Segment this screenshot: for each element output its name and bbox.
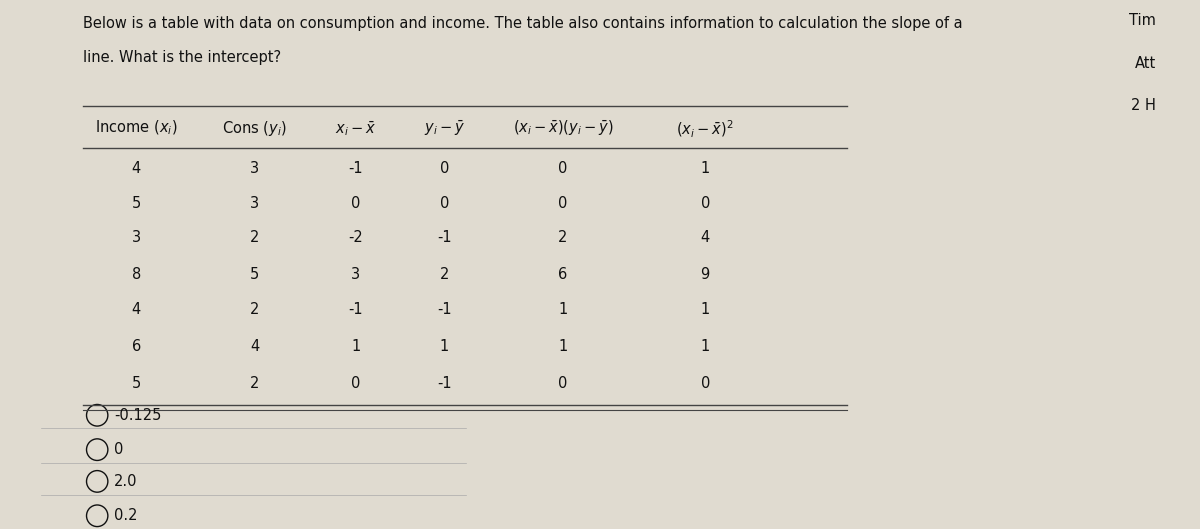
- Text: 0: 0: [439, 161, 449, 176]
- Text: -1: -1: [348, 302, 362, 316]
- Text: 1: 1: [701, 161, 710, 176]
- Text: 5: 5: [132, 196, 140, 211]
- Text: 0: 0: [701, 196, 710, 211]
- Text: 2 H: 2 H: [1130, 98, 1156, 113]
- Text: 6: 6: [558, 267, 568, 282]
- Text: 1: 1: [350, 339, 360, 353]
- Text: -1: -1: [437, 376, 451, 390]
- Text: Below is a table with data on consumption and income. The table also contains in: Below is a table with data on consumptio…: [83, 16, 962, 31]
- Text: 5: 5: [132, 376, 140, 390]
- Text: 2: 2: [558, 230, 568, 245]
- Text: $(x_i - \bar{x})(y_i - \bar{y})$: $(x_i - \bar{x})(y_i - \bar{y})$: [512, 119, 613, 138]
- Text: 4: 4: [132, 302, 140, 316]
- Text: 0.2: 0.2: [114, 508, 137, 523]
- Text: line. What is the intercept?: line. What is the intercept?: [83, 50, 281, 65]
- Text: $(x_i - \bar{x})^2$: $(x_i - \bar{x})^2$: [677, 119, 734, 140]
- Text: -1: -1: [437, 302, 451, 316]
- Text: 0: 0: [701, 376, 710, 390]
- Text: 3: 3: [251, 161, 259, 176]
- Text: Income $(x_i)$: Income $(x_i)$: [95, 119, 178, 138]
- Text: $y_i - \bar{y}$: $y_i - \bar{y}$: [424, 119, 466, 138]
- Text: Att: Att: [1134, 56, 1156, 70]
- Text: 1: 1: [558, 339, 568, 353]
- Text: 0: 0: [558, 376, 568, 390]
- Text: 0: 0: [350, 376, 360, 390]
- Text: 4: 4: [701, 230, 710, 245]
- Text: 3: 3: [251, 196, 259, 211]
- Text: 0: 0: [114, 442, 124, 457]
- Text: 0: 0: [558, 161, 568, 176]
- Text: 0: 0: [350, 196, 360, 211]
- Text: 2: 2: [250, 376, 259, 390]
- Text: 1: 1: [440, 339, 449, 353]
- Text: Cons $(y_i)$: Cons $(y_i)$: [222, 119, 287, 138]
- Text: 1: 1: [701, 302, 710, 316]
- Text: -1: -1: [348, 161, 362, 176]
- Text: 3: 3: [352, 267, 360, 282]
- Text: 2: 2: [439, 267, 449, 282]
- Text: $x_i - \bar{x}$: $x_i - \bar{x}$: [335, 119, 376, 138]
- Text: 4: 4: [251, 339, 259, 353]
- Text: 2: 2: [250, 302, 259, 316]
- Text: -2: -2: [348, 230, 362, 245]
- Text: 9: 9: [701, 267, 710, 282]
- Text: 3: 3: [132, 230, 140, 245]
- Text: 1: 1: [701, 339, 710, 353]
- Text: 2.0: 2.0: [114, 474, 137, 489]
- Text: 4: 4: [132, 161, 140, 176]
- Text: -1: -1: [437, 230, 451, 245]
- Text: 1: 1: [558, 302, 568, 316]
- Text: Tim: Tim: [1129, 13, 1156, 28]
- Text: -0.125: -0.125: [114, 408, 161, 423]
- Text: 2: 2: [250, 230, 259, 245]
- Text: 0: 0: [439, 196, 449, 211]
- Text: 6: 6: [132, 339, 140, 353]
- Text: 0: 0: [558, 196, 568, 211]
- Text: 5: 5: [251, 267, 259, 282]
- Text: 8: 8: [132, 267, 140, 282]
